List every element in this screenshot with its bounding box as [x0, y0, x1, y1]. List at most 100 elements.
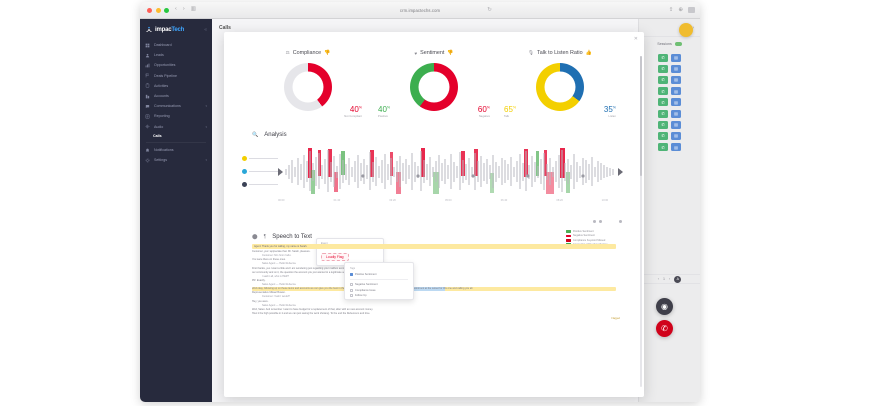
transcript-line[interactable]: I said it all, who is HER? — [262, 274, 289, 278]
info-icon[interactable]: ▤ — [671, 98, 681, 107]
forward-icon[interactable]: › — [182, 6, 185, 13]
checkbox-icon[interactable] — [350, 288, 353, 292]
tabs-icon[interactable] — [688, 7, 695, 13]
sidebar-collapse-icon[interactable]: « — [204, 27, 207, 33]
thumb-down-icon: 👎 — [324, 50, 331, 56]
assistant-button[interactable]: ◉ — [656, 298, 673, 315]
list-item[interactable]: ✆ ▤ — [639, 130, 700, 141]
share-icon[interactable]: ⇪ — [668, 7, 674, 13]
plus-icon[interactable]: ⊕ — [678, 7, 683, 13]
close-icon[interactable]: ✕ — [633, 36, 638, 42]
phone-accept-icon[interactable]: ✆ — [658, 131, 668, 140]
zoom-window-icon[interactable] — [164, 7, 169, 13]
transcript-line[interactable]: First thanks, yes I want a little and I … — [252, 266, 352, 270]
sidebar-item-audio[interactable]: Audio ▾ — [140, 122, 212, 132]
tag-option[interactable]: Compliance Issue — [350, 288, 408, 292]
chevron-down-icon[interactable]: ▾ — [205, 124, 207, 129]
tag-option[interactable]: Positive Sentiment — [350, 273, 408, 276]
scrollbar[interactable] — [640, 56, 642, 387]
sidebar-item-deals-pipeline[interactable]: Deals Pipeline — [140, 71, 212, 81]
back-icon[interactable]: ‹ — [175, 6, 177, 13]
info-icon[interactable]: ▤ — [671, 75, 681, 84]
zoom-in-icon[interactable] — [599, 220, 602, 223]
info-icon[interactable]: ▤ — [671, 64, 681, 73]
phone-accept-icon[interactable]: ✆ — [658, 87, 668, 96]
checkbox-icon[interactable] — [350, 283, 353, 286]
transcript-line[interactable]: PR: Exactly. — [252, 278, 266, 282]
close-window-icon[interactable] — [147, 7, 152, 13]
sidebar-item-activities[interactable]: Activities — [140, 81, 212, 91]
list-item[interactable]: ✆ ▤ — [639, 74, 700, 85]
transcript-line[interactable]: Hey, you were. — [252, 299, 269, 303]
sidebar-item-reporting[interactable]: Reporting — [140, 111, 212, 121]
transcript-line[interactable]: Sales Agent — Hello Rebecca. — [262, 262, 297, 266]
phone-accept-icon[interactable]: ✆ — [658, 120, 668, 129]
sidebar-item-settings[interactable]: Settings ▾ — [140, 155, 212, 165]
phone-accept-icon[interactable]: ✆ — [658, 64, 668, 73]
rail-header-label: Sessions — [657, 41, 672, 46]
transcript-line-highlight[interactable]: Agent: Thank you for calling, my name is… — [252, 244, 616, 249]
prev-page-button[interactable]: ‹ — [657, 277, 659, 281]
sidebar-item-opportunities[interactable]: Opportunities — [140, 60, 212, 70]
chevron-right-icon[interactable]: › — [692, 25, 694, 31]
next-page-button[interactable]: › — [669, 277, 671, 281]
checkbox-icon[interactable] — [350, 273, 353, 276]
sidebar-item-notifications[interactable]: Notifications — [140, 145, 212, 155]
info-icon[interactable]: ▤ — [671, 109, 681, 118]
info-icon[interactable]: ▤ — [671, 120, 681, 129]
phone-accept-icon[interactable]: ✆ — [658, 75, 668, 84]
waveform-chart[interactable] — [278, 146, 626, 198]
customer-avatar-icon — [242, 169, 247, 174]
tag-popup[interactable]: Tags Positive Sentiment Negative Sentime… — [344, 262, 414, 300]
sidebar-item-communications[interactable]: Communications ▾ — [140, 101, 212, 111]
transcript-line[interactable]: Well, Sales: And remember I want to have… — [252, 307, 374, 311]
transcript-line[interactable]: Sales Agent — Hello Rebecca. — [262, 303, 297, 307]
phone-accept-icon[interactable]: ✆ — [658, 53, 668, 62]
transcript-line[interactable]: Customer: Mm hmm hello. — [262, 254, 292, 258]
info-icon[interactable]: ▤ — [671, 87, 681, 96]
chevron-down-icon[interactable]: ▾ — [205, 158, 207, 163]
phone-accept-icon[interactable]: ✆ — [658, 143, 668, 152]
list-item[interactable]: ✆ ▤ — [639, 86, 700, 97]
transcript-line[interactable]: Customer, yes I appreciate that. Mr. Sar… — [252, 250, 311, 253]
phone-accept-icon[interactable]: ✆ — [658, 98, 668, 107]
list-item[interactable]: ✆ ▤ — [639, 63, 700, 74]
info-icon[interactable]: ▤ — [671, 131, 681, 140]
list-item[interactable]: ✆ ▤ — [639, 108, 700, 119]
transcript-line[interactable]: Customer: Yeah I would? — [262, 295, 290, 299]
list-item[interactable]: ✆ ▤ — [639, 97, 700, 108]
checkbox-icon[interactable] — [350, 294, 353, 297]
call-button[interactable]: ✆ — [656, 320, 673, 337]
avatar[interactable]: A — [674, 275, 682, 283]
list-item[interactable]: ✆ ▤ — [639, 142, 700, 153]
sidebar-item-leads[interactable]: Leads — [140, 50, 212, 60]
fullscreen-icon[interactable] — [619, 220, 622, 223]
sidebar-icon[interactable]: ▥ — [190, 6, 196, 13]
info-icon[interactable]: ▤ — [671, 143, 681, 152]
transcript[interactable]: Agent: Thank you for calling, my name is… — [224, 240, 644, 320]
tag-option[interactable]: Negative Sentiment — [350, 283, 408, 286]
window-controls[interactable] — [147, 7, 169, 13]
url-bar[interactable]: crm.impactechs.com — [399, 7, 441, 13]
sidebar-subitem-calls[interactable]: Calls — [153, 133, 162, 138]
sidebar-item-dashboard[interactable]: Dashboard — [140, 40, 212, 50]
waveform-area[interactable]: 00:00 01:40 03:20 05:00 06:40 08:20 10:0… — [242, 146, 626, 266]
user-avatar[interactable] — [679, 23, 693, 37]
zoom-out-icon[interactable] — [593, 220, 596, 223]
sidebar-item-accounts[interactable]: Accounts — [140, 91, 212, 101]
tag-option[interactable]: Follow Up — [350, 294, 408, 297]
transcript-line[interactable]: Representative Mikael Bowen. — [252, 291, 286, 295]
info-icon[interactable]: ▤ — [671, 53, 681, 62]
transcript-line[interactable]: our community and on it, the question th… — [252, 270, 352, 274]
transcript-line[interactable]: Sales Agent — Hello Rebecca. — [262, 283, 297, 286]
transcript-line[interactable]: How it the high possible in it and we ca… — [252, 311, 371, 315]
phone-accept-icon[interactable]: ✆ — [658, 109, 668, 118]
waveform-controls[interactable] — [593, 220, 622, 223]
list-item[interactable]: ✆ ▤ — [639, 52, 700, 63]
reload-icon[interactable]: ↻ — [487, 7, 492, 13]
list-item[interactable]: ✆ ▤ — [639, 119, 700, 130]
chevron-down-icon[interactable]: ▾ — [205, 104, 207, 109]
minimize-window-icon[interactable] — [155, 7, 161, 13]
transcript-line[interactable]: You were there on these ones. — [252, 258, 286, 262]
brand-logo[interactable]: impacTech « — [140, 23, 212, 40]
